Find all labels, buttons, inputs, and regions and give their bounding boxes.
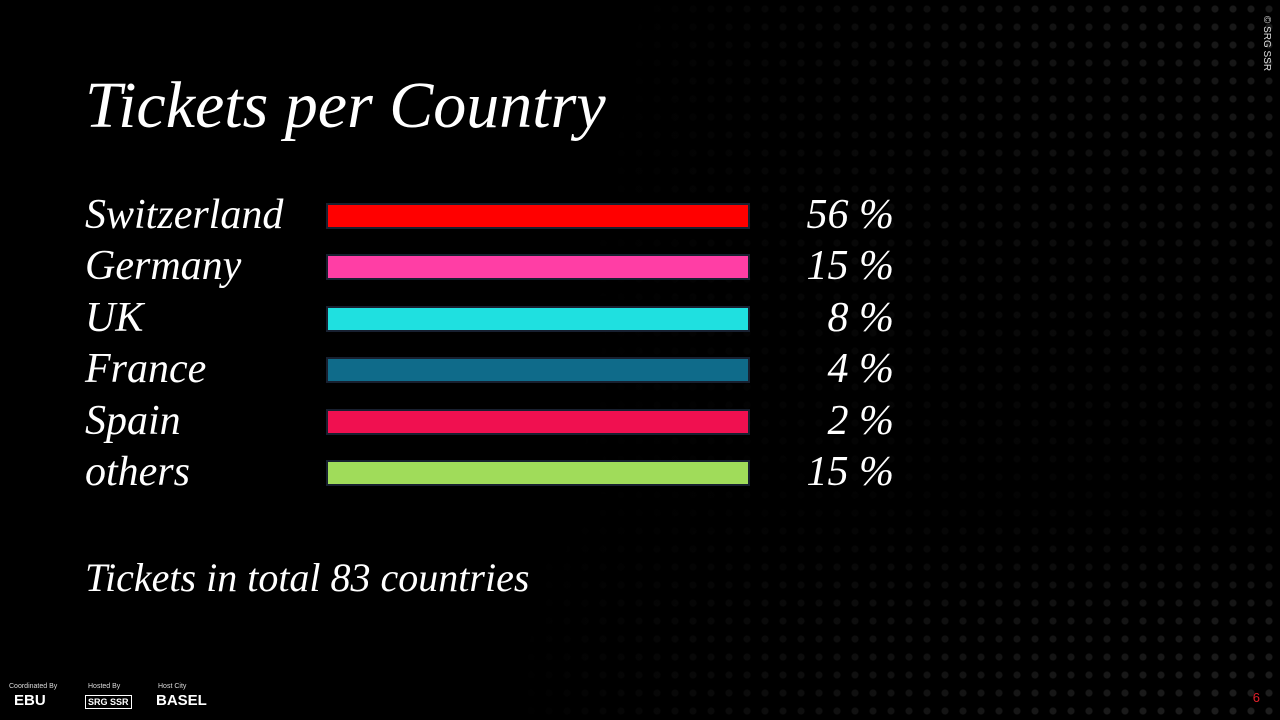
row-value: 4 % [827,346,895,393]
row-value: 8 % [827,294,895,341]
footer-logo: EBU [14,692,46,709]
footer-label: Hosted By [88,683,121,690]
row-value: 15 % [806,449,895,495]
footer-logo: BASEL [156,692,207,709]
footer-label: Coordinated By [9,683,58,690]
slide-title: Tickets per Country [85,69,606,142]
footer-logo: SRG SSR [85,695,132,709]
row-bar [328,205,748,227]
copyright: © SRG SSR [1260,15,1272,72]
row-value: 15 % [806,243,895,290]
page-number: 6 [1252,690,1260,705]
row-value: 2 % [827,397,895,444]
footer-label: Host City [158,683,187,690]
row-bar [328,359,748,382]
row-label: Spain [85,397,181,444]
row-label: France [85,346,207,393]
row-label: Switzerland [85,192,284,238]
row-bar [328,256,748,279]
row-bar [328,462,748,484]
row-label: others [85,449,190,495]
row-label: Germany [85,243,242,290]
row-bar [328,410,748,433]
row-bar [328,307,748,330]
row-value: 56 % [806,192,895,238]
row-label: UK [85,294,144,341]
note: Tickets in total 83 countries [85,555,530,600]
